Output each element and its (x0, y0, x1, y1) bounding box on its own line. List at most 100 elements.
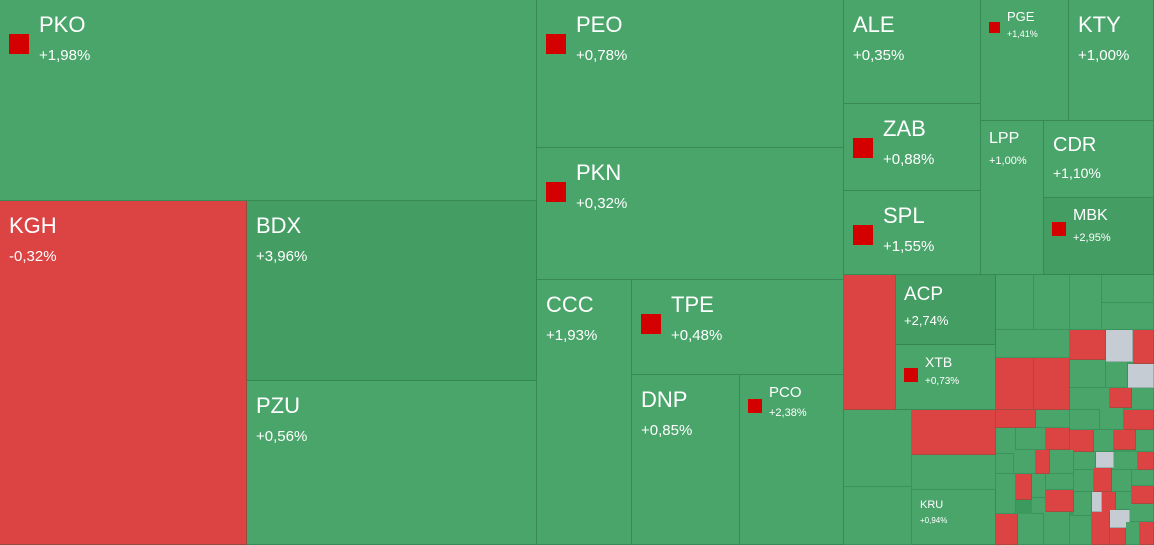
tile-mbk[interactable]: MBK +2,95% (1044, 198, 1154, 275)
small-stock-tile[interactable] (1032, 498, 1046, 514)
ticker-label: KTY (1078, 12, 1121, 37)
small-stock-tile[interactable] (1044, 512, 1070, 545)
small-stock-tile[interactable] (1112, 470, 1132, 492)
tile-pge[interactable]: PGE +1,41% (981, 0, 1069, 121)
small-stock-tile[interactable] (1074, 470, 1094, 492)
small-stock-tile[interactable] (1032, 474, 1046, 498)
small-stock-tile[interactable] (1074, 492, 1092, 516)
tile-kty[interactable]: KTY +1,00% (1069, 0, 1154, 121)
small-stock-tile[interactable] (912, 410, 996, 455)
ticker-label: PCO (769, 384, 802, 401)
small-stock-tile[interactable] (1046, 490, 1074, 512)
tile-peo[interactable]: PEO +0,78% (537, 0, 844, 148)
tile-pko[interactable]: PKO +1,98% (0, 0, 537, 201)
small-stock-tile[interactable] (1138, 452, 1154, 470)
change-label: +3,96% (256, 248, 308, 266)
small-stock-tile[interactable] (1110, 510, 1130, 528)
tile-lpp[interactable]: LPP +1,00% (981, 121, 1044, 275)
small-stock-tile[interactable] (1132, 486, 1154, 504)
small-stock-tile[interactable] (1092, 512, 1110, 545)
small-stock-tile[interactable] (1136, 430, 1154, 452)
tile-zab[interactable]: ZAB +0,88% (844, 104, 981, 191)
small-stock-tile[interactable] (1128, 364, 1154, 388)
tile-kgh[interactable]: KGH -0,32% (0, 201, 247, 545)
small-stock-tile[interactable] (1036, 450, 1050, 474)
small-stock-tile[interactable] (1016, 474, 1032, 500)
small-stock-tile[interactable] (1132, 388, 1154, 410)
small-stock-tile[interactable] (1110, 528, 1126, 545)
small-stock-tile[interactable] (1106, 330, 1133, 362)
small-stock-tile[interactable] (1114, 452, 1138, 470)
small-stock-tile[interactable] (996, 428, 1016, 454)
tile-pco[interactable]: PCO +2,38% (740, 375, 844, 545)
small-stock-tile[interactable] (1070, 360, 1106, 388)
small-stock-tile[interactable] (1124, 410, 1154, 430)
small-stock-tile[interactable] (1094, 430, 1114, 452)
tile-ale[interactable]: ALE +0,35% (844, 0, 981, 104)
small-stock-tile[interactable] (1070, 410, 1100, 430)
small-stock-tile[interactable] (1100, 408, 1124, 430)
small-stock-tile[interactable] (1074, 452, 1096, 470)
small-stock-tile[interactable] (1016, 428, 1046, 450)
change-label: +0,73% (925, 375, 960, 387)
ticker-label: DNP (641, 387, 688, 412)
small-stock-tile[interactable] (1036, 410, 1070, 428)
tile-cdr[interactable]: CDR +1,10% (1044, 121, 1154, 198)
tile-bdx[interactable]: BDX +3,96% (247, 201, 537, 381)
small-stock-tile[interactable] (996, 474, 1016, 514)
small-stock-tile[interactable] (844, 275, 896, 410)
marker-icon (546, 33, 566, 54)
ticker-label: ACP (904, 284, 944, 305)
small-stock-tile[interactable] (996, 358, 1034, 410)
tile-kru[interactable]: KRU +0,94% (912, 490, 996, 545)
small-stock-tile[interactable] (1070, 275, 1102, 330)
ticker-label: CCC (546, 292, 594, 317)
small-stock-tile[interactable] (1070, 516, 1092, 545)
small-stock-tile[interactable] (844, 487, 912, 545)
small-stock-tile[interactable] (1133, 330, 1154, 364)
ticker-label: TPE (671, 292, 714, 317)
small-stock-tile[interactable] (1070, 430, 1094, 452)
small-stock-tile[interactable] (1102, 275, 1154, 303)
tile-dnp[interactable]: DNP +0,85% (632, 375, 740, 545)
small-stock-tile[interactable] (1140, 522, 1154, 545)
ticker-label: ALE (853, 12, 895, 37)
small-stock-tile[interactable] (1106, 362, 1128, 388)
small-stock-tile[interactable] (1096, 452, 1114, 468)
small-stock-tile[interactable] (1110, 388, 1132, 408)
small-stock-tile[interactable] (996, 454, 1014, 474)
small-stock-tile[interactable] (996, 330, 1070, 358)
small-stock-tile[interactable] (1018, 514, 1044, 545)
tile-xtb[interactable]: XTB +0,73% (896, 345, 996, 410)
small-stock-tile[interactable] (1050, 450, 1074, 474)
small-stock-tile[interactable] (1092, 492, 1102, 512)
small-stock-tile[interactable] (1102, 303, 1154, 330)
small-stock-tile[interactable] (844, 410, 912, 487)
small-stock-tile[interactable] (1114, 430, 1136, 450)
tile-tpe[interactable]: TPE +0,48% (632, 280, 844, 375)
small-stock-tile[interactable] (1034, 275, 1070, 330)
small-stock-tile[interactable] (1094, 468, 1112, 492)
small-stock-tile[interactable] (996, 275, 1034, 330)
change-label: -0,32% (9, 248, 57, 266)
small-stock-tile[interactable] (1014, 450, 1036, 474)
small-stock-tile[interactable] (1130, 504, 1154, 522)
small-stock-tile[interactable] (1132, 470, 1154, 486)
small-stock-tile[interactable] (1070, 388, 1110, 410)
small-stock-tile[interactable] (996, 514, 1018, 545)
small-stock-tile[interactable] (1116, 492, 1132, 510)
small-stock-tile[interactable] (1034, 358, 1070, 410)
tile-pzu[interactable]: PZU +0,56% (247, 381, 537, 545)
small-stock-tile[interactable] (996, 410, 1036, 428)
small-stock-tile[interactable] (1070, 330, 1106, 360)
tile-pkn[interactable]: PKN +0,32% (537, 148, 844, 280)
small-stock-tile[interactable] (1046, 428, 1070, 450)
change-label: +1,41% (1007, 29, 1038, 40)
tile-acp[interactable]: ACP +2,74% (896, 275, 996, 345)
ticker-label: PKO (39, 12, 86, 37)
tile-spl[interactable]: SPL +1,55% (844, 191, 981, 275)
small-stock-tile[interactable] (1126, 522, 1140, 545)
tile-ccc[interactable]: CCC +1,93% (537, 280, 632, 545)
small-stock-tile[interactable] (1046, 474, 1074, 490)
small-stock-tile[interactable] (912, 455, 996, 490)
